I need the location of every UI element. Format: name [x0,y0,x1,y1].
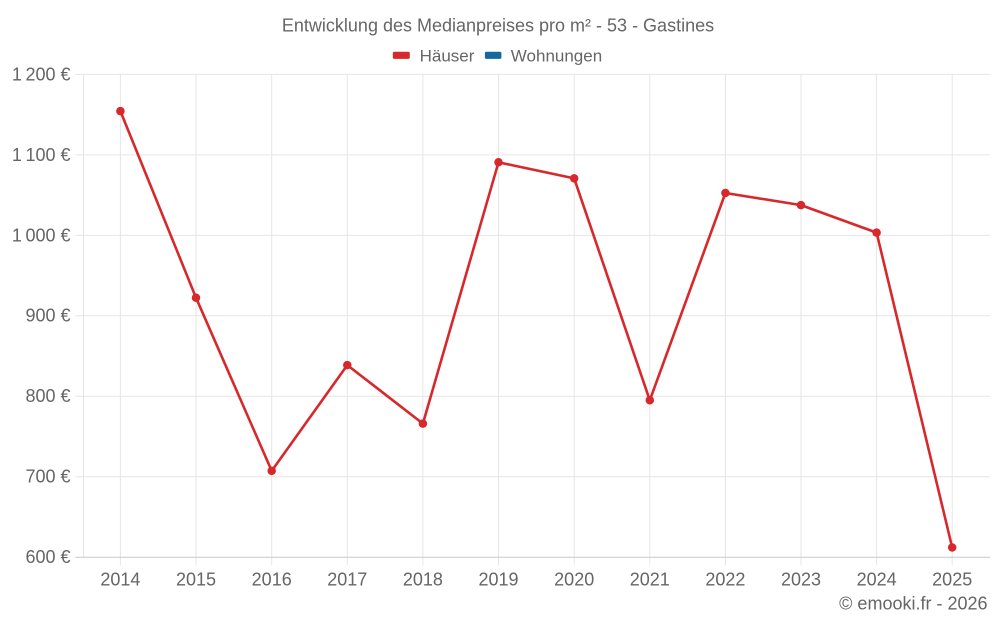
svg-text:2023: 2023 [781,570,821,590]
svg-text:Häuser: Häuser [420,47,475,66]
svg-text:1 000 €: 1 000 € [12,225,71,245]
svg-text:© emooki.fr - 2026: © emooki.fr - 2026 [839,594,987,614]
svg-text:2025: 2025 [932,570,972,590]
svg-text:2017: 2017 [327,570,367,590]
svg-text:2024: 2024 [857,570,897,590]
svg-text:2016: 2016 [252,570,292,590]
svg-text:2021: 2021 [630,570,670,590]
svg-text:2019: 2019 [478,570,518,590]
svg-text:2022: 2022 [705,570,745,590]
svg-text:Entwicklung des Medianpreises: Entwicklung des Medianpreises pro m² - 5… [282,16,714,36]
svg-text:Wohnungen: Wohnungen [511,47,602,66]
svg-text:1 200 €: 1 200 € [12,64,71,84]
svg-text:2018: 2018 [403,570,443,590]
svg-text:2014: 2014 [100,570,140,590]
svg-text:2020: 2020 [554,570,594,590]
svg-text:2015: 2015 [176,570,216,590]
svg-text:900 €: 900 € [25,306,70,326]
svg-text:800 €: 800 € [25,386,70,406]
svg-text:600 €: 600 € [25,547,70,567]
svg-text:700 €: 700 € [25,467,70,487]
svg-text:1 100 €: 1 100 € [12,145,71,165]
